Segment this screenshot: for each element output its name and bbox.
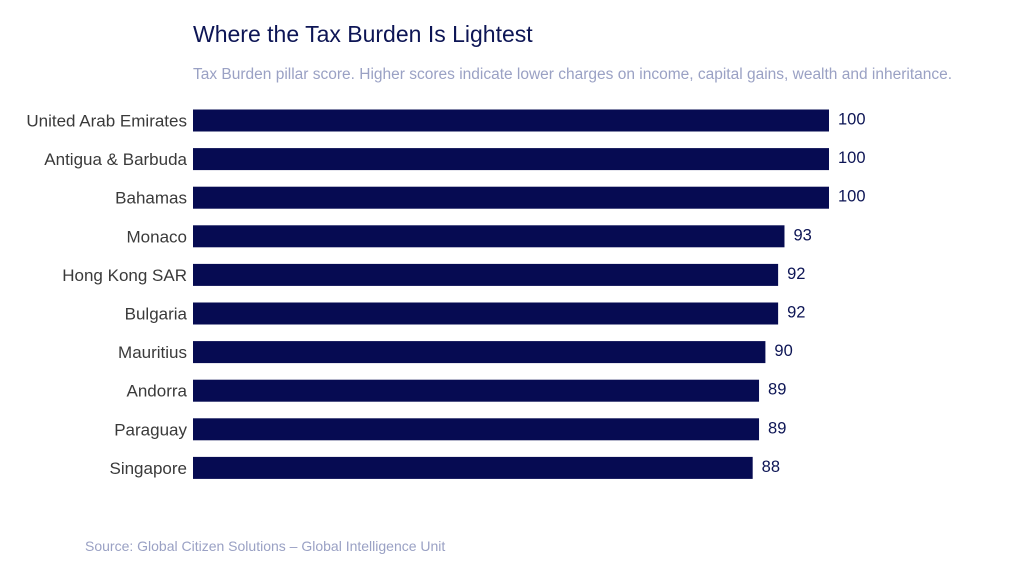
bar [193,225,785,248]
value-label: 89 [768,381,786,399]
category-label: United Arab Emirates [26,112,187,131]
bar [193,341,766,364]
bars-layer: United Arab Emirates 100 Antigua & Barbuda… [26,109,866,479]
bar [193,379,760,402]
category-label: Hong Kong SAR [62,266,187,285]
category-label: Singapore [109,459,187,478]
category-label: Bulgaria [125,305,188,324]
value-label: 88 [762,458,780,476]
bar [193,148,829,171]
category-label: Paraguay [114,420,187,439]
category-label: Bahamas [115,189,187,208]
value-label: 100 [838,149,866,167]
category-label: Monaco [127,227,187,246]
category-label: Mauritius [118,343,187,362]
chart-title: Where the Tax Burden Is Lightest [193,21,533,47]
value-label: 92 [787,265,805,283]
chart-source: Source: Global Citizen Solutions – Globa… [85,538,446,554]
bar [193,263,779,286]
bar [193,186,829,209]
value-label: 90 [774,342,792,360]
bar [193,302,779,325]
bar [193,456,753,479]
value-label: 92 [787,304,805,322]
value-label: 100 [838,188,866,206]
bar [193,418,760,441]
value-label: 93 [793,226,811,244]
chart-subtitle: Tax Burden pillar score. Higher scores i… [193,66,953,83]
value-label: 89 [768,419,786,437]
bar [193,109,829,132]
value-label: 100 [838,111,866,129]
category-label: Antigua & Barbuda [44,150,187,169]
category-label: Andorra [127,382,188,401]
